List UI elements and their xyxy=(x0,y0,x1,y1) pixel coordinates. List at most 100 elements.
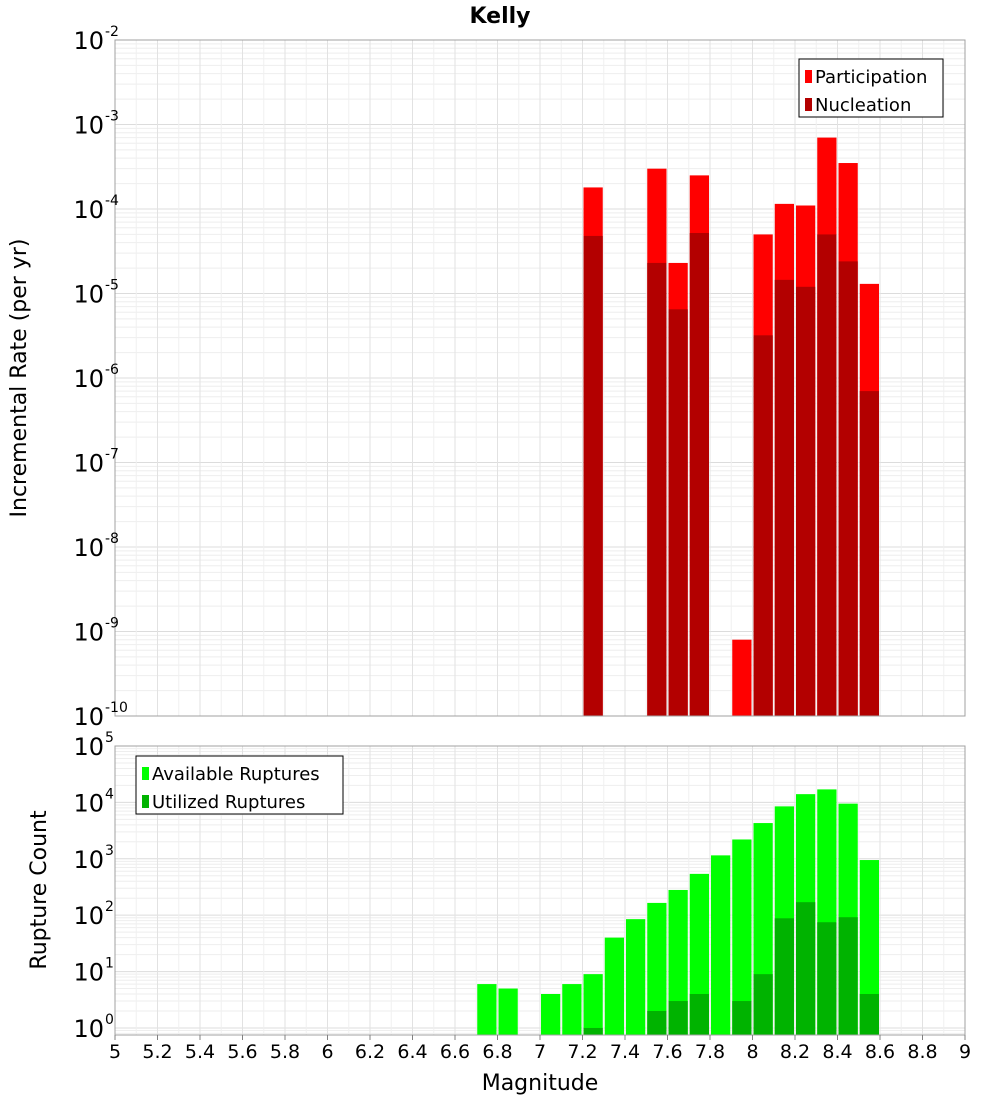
utilized-legend-label: Utilized Ruptures xyxy=(152,792,305,813)
x-tick-label: 5.4 xyxy=(185,1041,215,1063)
top-y-tick-base: 10 xyxy=(73,619,104,647)
available-bar xyxy=(859,860,879,1035)
x-tick-label: 5.6 xyxy=(227,1041,257,1063)
top-panel: 10-210-310-410-510-610-710-810-910 -10Par… xyxy=(73,24,966,731)
top-y-tick-exponent: -10 xyxy=(105,700,128,716)
available-legend-label: Available Ruptures xyxy=(152,764,320,785)
utilized-bar xyxy=(817,922,837,1035)
x-tick-label: 6.2 xyxy=(355,1041,385,1063)
x-tick-label: 9 xyxy=(959,1041,971,1063)
x-tick-label: 8.8 xyxy=(907,1041,937,1063)
x-tick-label: 8.2 xyxy=(780,1041,810,1063)
available-bar xyxy=(668,889,688,1035)
participation-bar xyxy=(732,639,752,716)
nucleation-legend-swatch xyxy=(805,98,812,111)
available-legend-swatch xyxy=(142,767,149,780)
available-bar xyxy=(626,919,646,1035)
top-y-tick-exponent: -5 xyxy=(105,278,119,294)
top-y-tick-base: 10 xyxy=(73,112,104,140)
utilized-bar xyxy=(732,1001,752,1035)
top-y-tick-base: 10 xyxy=(73,196,104,224)
x-tick-label: 7.4 xyxy=(610,1041,640,1063)
utilized-legend-swatch xyxy=(142,795,149,808)
bottom-legend: Available Ruptures Utilized Ruptures xyxy=(135,755,344,815)
utilized-bar xyxy=(583,1027,603,1035)
nucleation-bar xyxy=(753,335,773,716)
nucleation-bar xyxy=(817,234,837,717)
x-tick-label: 8.6 xyxy=(865,1041,895,1063)
x-axis-label: Magnitude xyxy=(482,1071,599,1096)
legend-box xyxy=(135,755,344,815)
chart-title: Kelly xyxy=(469,4,530,29)
bottom-y-tick-exponent: 5 xyxy=(105,730,114,746)
x-tick-label: 8 xyxy=(746,1041,758,1063)
utilized-bar xyxy=(689,994,709,1035)
bottom-y-tick-exponent: 2 xyxy=(105,899,114,915)
utilized-bar xyxy=(796,902,816,1035)
top-y-tick-exponent: -8 xyxy=(105,531,119,547)
x-tick-label: 5.2 xyxy=(142,1041,172,1063)
x-tick-label: 8.4 xyxy=(822,1041,852,1063)
bottom-y-tick-base: 10 xyxy=(73,846,104,874)
x-tick-label: 5 xyxy=(109,1041,121,1063)
bottom-y-tick-exponent: 4 xyxy=(105,786,114,802)
available-bar xyxy=(583,974,603,1035)
bottom-y-tick-base: 10 xyxy=(73,789,104,817)
x-tick-label: 6.4 xyxy=(397,1041,427,1063)
top-y-tick-base: 10 xyxy=(73,365,104,393)
utilized-bar xyxy=(647,1010,667,1035)
top-y-tick-exponent: -2 xyxy=(105,24,119,40)
utilized-bar xyxy=(838,917,858,1035)
x-tick-label: 7.8 xyxy=(695,1041,725,1063)
bottom-y-tick-exponent: 0 xyxy=(105,1012,114,1028)
x-tick-label: 5.8 xyxy=(270,1041,300,1063)
x-tick-label: 6.6 xyxy=(440,1041,470,1063)
top-y-axis-label: Incremental Rate (per yr) xyxy=(7,239,32,518)
bottom-y-tick-base: 10 xyxy=(73,959,104,987)
nucleation-bar xyxy=(668,309,688,716)
available-bar xyxy=(711,855,731,1035)
available-bar xyxy=(498,988,518,1035)
plot-frame xyxy=(114,39,966,717)
x-tick-label: 6.8 xyxy=(482,1041,512,1063)
legend-box xyxy=(798,58,944,118)
nucleation-bar xyxy=(689,232,709,716)
top-y-tick-exponent: -6 xyxy=(105,362,119,378)
available-bar xyxy=(604,937,624,1035)
available-bar xyxy=(647,902,667,1035)
top-y-tick-base: 10 xyxy=(73,534,104,562)
x-axis: 5 5.2 5.4 5.6 5.8 6 6.2 6.4 6.6 6.8 7 7.2 7.4 7.6 7.8 8… xyxy=(109,1035,971,1063)
nucleation-bar xyxy=(583,235,603,716)
nucleation-legend-label: Nucleation xyxy=(815,95,911,116)
x-tick-label: 7 xyxy=(534,1041,546,1063)
participation-legend-label: Participation xyxy=(815,67,927,88)
top-legend: Participation Nucleation xyxy=(798,58,944,118)
x-tick-label: 7.2 xyxy=(567,1041,597,1063)
top-y-tick-exponent: -9 xyxy=(105,616,119,632)
utilized-bar xyxy=(859,994,879,1035)
nucleation-bar xyxy=(796,286,816,716)
nucleation-bar xyxy=(838,261,858,716)
top-y-tick-base: 10 xyxy=(73,27,104,55)
nucleation-bar xyxy=(859,391,879,716)
available-bar xyxy=(562,984,582,1035)
x-tick-label: 6 xyxy=(321,1041,333,1063)
top-y-tick-base: 10 xyxy=(73,450,104,478)
utilized-bar xyxy=(753,974,773,1035)
top-y-tick-exponent: -4 xyxy=(105,193,119,209)
nucleation-bar xyxy=(647,262,667,716)
top-y-tick-base: 10 xyxy=(73,703,104,731)
bottom-y-axis-label: Rupture Count xyxy=(27,810,52,970)
x-tick-label: 7.6 xyxy=(652,1041,682,1063)
nucleation-bar xyxy=(774,279,794,716)
top-y-tick-exponent: -3 xyxy=(105,109,119,125)
bottom-y-tick-exponent: 1 xyxy=(105,956,114,972)
available-bar xyxy=(541,994,561,1035)
utilized-bar xyxy=(774,918,794,1035)
participation-legend-swatch xyxy=(805,70,812,83)
top-y-tick-base: 10 xyxy=(73,281,104,309)
bottom-y-tick-base: 10 xyxy=(73,733,104,761)
utilized-bar xyxy=(668,1001,688,1035)
